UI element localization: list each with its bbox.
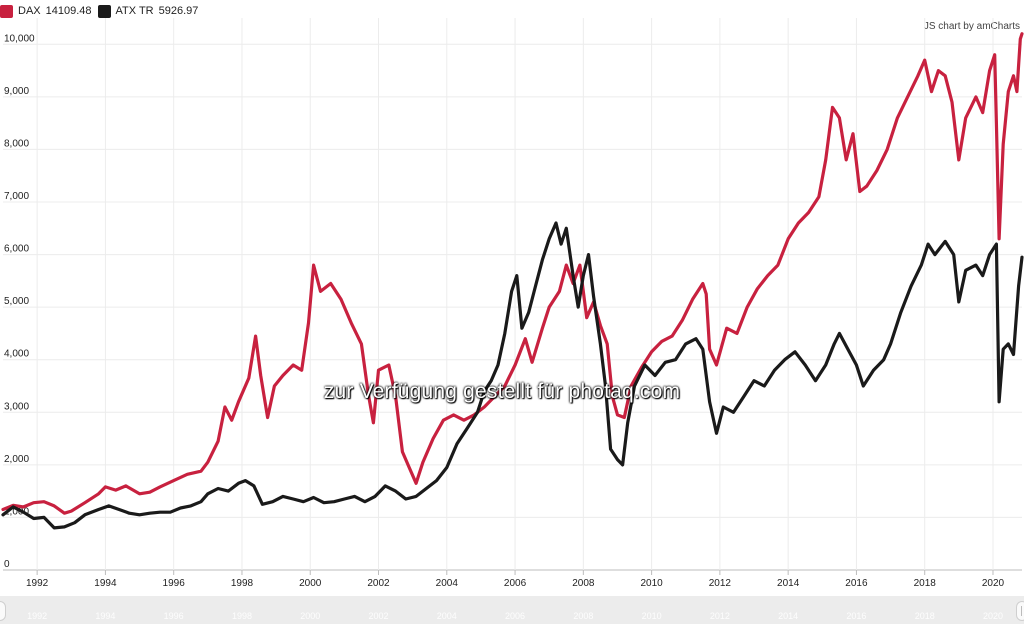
scrollbar-left-grip[interactable] bbox=[0, 601, 6, 621]
scrollbar-year-label: 2012 bbox=[709, 611, 730, 621]
legend-item-atx[interactable]: ATX TR 5926.97 bbox=[97, 4, 199, 18]
x-tick-label: 1994 bbox=[94, 578, 117, 589]
scrollbar-year-label: 2008 bbox=[573, 611, 594, 621]
x-tick-label: 2002 bbox=[367, 578, 390, 589]
y-tick-label: 1,000 bbox=[4, 506, 29, 517]
scrollbar-year-label: 2002 bbox=[368, 611, 389, 621]
y-tick-label: 10,000 bbox=[4, 33, 35, 44]
scrollbar-year-label: 2016 bbox=[846, 611, 867, 621]
series-line-atx-tr bbox=[1, 221, 1024, 530]
scrollbar-year-label: 2000 bbox=[300, 611, 321, 621]
amcharts-credit[interactable]: JS chart by amCharts bbox=[923, 21, 1020, 32]
y-tick-label: 2,000 bbox=[4, 454, 29, 465]
x-tick-label: 2006 bbox=[504, 578, 527, 589]
scrollbar-year-label: 1996 bbox=[163, 611, 184, 621]
chart-scrollbar[interactable]: 1992 1994 1996 1998 2000 2002 2004 2006 2008 2010… bbox=[0, 596, 1024, 624]
scrollbar-right-grip[interactable] bbox=[1016, 601, 1024, 621]
scrollbar-year-label: 1992 bbox=[27, 611, 48, 621]
scrollbar-year-label: 1994 bbox=[95, 611, 116, 621]
scrollbar-year-label: 2006 bbox=[505, 611, 526, 621]
y-tick-label: 6,000 bbox=[4, 244, 29, 255]
line-chart: 0 1,000 2,000 3,000 4,000 5,000 6,000 7,000 8,00… bbox=[1, 18, 1024, 589]
x-tick-label: 1996 bbox=[163, 578, 186, 589]
series-line-dax bbox=[1, 32, 1024, 515]
x-tick-label: 2018 bbox=[914, 578, 937, 589]
x-tick-label: 2000 bbox=[299, 578, 322, 589]
scrollbar-year-label: 2018 bbox=[914, 611, 935, 621]
y-tick-label: 9,000 bbox=[4, 86, 29, 97]
x-tick-label: 2020 bbox=[982, 578, 1005, 589]
scrollbar-year-label: 1998 bbox=[231, 611, 252, 621]
y-tick-label: 7,000 bbox=[4, 191, 29, 202]
x-tick-label: 2010 bbox=[640, 578, 663, 589]
legend-value-atx: 5926.97 bbox=[158, 5, 199, 17]
legend-value-dax: 14109.48 bbox=[45, 5, 92, 17]
x-tick-label: 2004 bbox=[436, 578, 459, 589]
x-tick-label: 2016 bbox=[845, 578, 868, 589]
y-tick-label: 0 bbox=[4, 559, 10, 570]
x-tick-label: 2008 bbox=[572, 578, 595, 589]
dax-swatch bbox=[0, 4, 13, 18]
scrollbar-year-label: 2020 bbox=[982, 611, 1003, 621]
x-tick-label: 1998 bbox=[231, 578, 254, 589]
x-tick-label: 1992 bbox=[26, 578, 49, 589]
y-tick-label: 8,000 bbox=[4, 138, 29, 149]
legend-item-dax[interactable]: DAX 14109.48 bbox=[0, 4, 92, 18]
atx-swatch bbox=[97, 4, 111, 18]
x-tick-label: 2014 bbox=[777, 578, 800, 589]
y-tick-label: 4,000 bbox=[4, 349, 29, 360]
y-tick-label: 5,000 bbox=[4, 296, 29, 307]
x-tick-label: 2012 bbox=[709, 578, 732, 589]
scrollbar-year-label: 2004 bbox=[436, 611, 457, 621]
legend-label-dax: DAX bbox=[18, 5, 41, 17]
scrollbar-year-label: 2014 bbox=[778, 611, 799, 621]
scrollbar-year-label: 2010 bbox=[641, 611, 662, 621]
legend-label-atx: ATX TR bbox=[115, 5, 154, 17]
legend: DAX 14109.48 ATX TR 5926.97 bbox=[0, 0, 204, 22]
y-tick-label: 3,000 bbox=[4, 401, 29, 412]
